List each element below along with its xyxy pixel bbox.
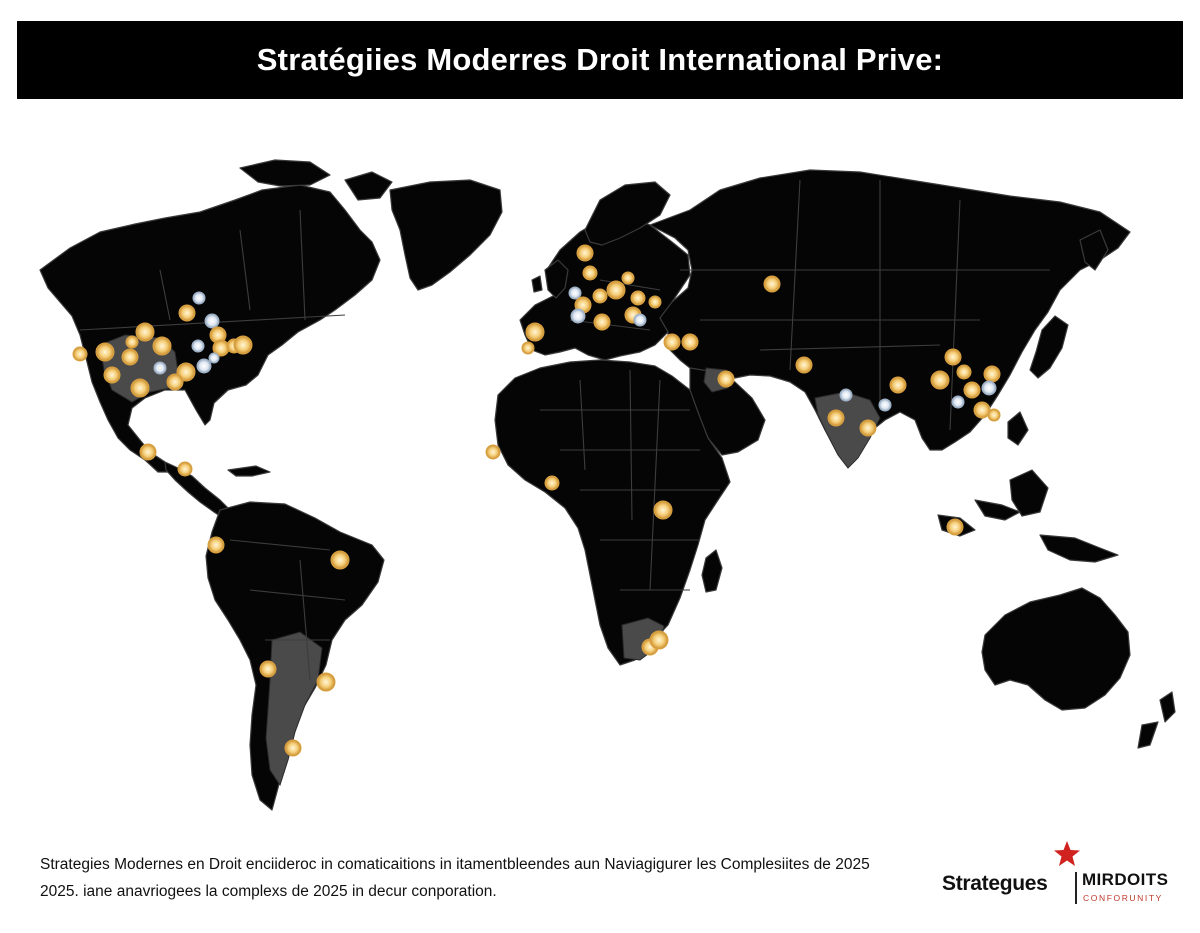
location-marker xyxy=(521,341,535,355)
location-marker xyxy=(72,346,88,362)
location-marker xyxy=(593,313,611,331)
arctic-islands-landmass xyxy=(239,159,393,201)
location-marker xyxy=(956,364,972,380)
location-marker xyxy=(166,373,184,391)
location-marker xyxy=(544,475,560,491)
location-marker xyxy=(207,536,225,554)
location-marker xyxy=(582,265,598,281)
logo-wordmark: Strategues xyxy=(942,872,1048,895)
location-marker xyxy=(95,342,115,362)
location-marker xyxy=(103,366,121,384)
location-marker-white xyxy=(839,388,853,402)
location-marker xyxy=(621,271,635,285)
japan-landmass xyxy=(1029,315,1069,379)
location-marker-white xyxy=(196,358,212,374)
title-bar: Stratégiies Moderres Droit International… xyxy=(17,21,1183,99)
location-marker-white xyxy=(570,308,586,324)
logo-brand: MIRDOITS xyxy=(1082,870,1169,889)
location-marker xyxy=(284,739,302,757)
location-marker xyxy=(963,381,981,399)
location-marker xyxy=(576,244,594,262)
location-marker-white xyxy=(191,339,205,353)
logo-subtitle: CONFORUNITY xyxy=(1083,893,1163,903)
location-marker xyxy=(178,304,196,322)
location-marker xyxy=(946,518,964,536)
world-map xyxy=(0,120,1200,840)
star-icon xyxy=(1054,841,1080,866)
location-marker xyxy=(330,550,350,570)
caption: Strategies Modernes en Droit enciideroc … xyxy=(40,851,920,905)
location-marker-white xyxy=(192,291,206,305)
location-marker xyxy=(763,275,781,293)
location-marker xyxy=(717,370,735,388)
location-marker-white xyxy=(208,352,220,364)
new-zealand-landmass xyxy=(1137,691,1176,749)
asia-landmass xyxy=(649,169,1131,463)
location-marker xyxy=(987,408,1001,422)
caption-line-1: Strategies Modernes en Droit enciideroc … xyxy=(40,856,870,873)
location-marker xyxy=(606,280,626,300)
north-america-landmass xyxy=(39,184,381,473)
page-title: Stratégiies Moderres Droit International… xyxy=(256,42,944,77)
location-marker xyxy=(233,335,253,355)
location-marker xyxy=(316,672,336,692)
location-marker xyxy=(681,333,699,351)
location-marker xyxy=(176,362,196,382)
world-map-svg xyxy=(39,159,1176,811)
location-marker xyxy=(930,370,950,390)
location-marker-white xyxy=(633,313,647,327)
australia-landmass xyxy=(981,587,1131,711)
location-marker xyxy=(259,660,277,678)
location-marker-white xyxy=(204,313,220,329)
madagascar-landmass xyxy=(701,549,723,593)
location-marker-white xyxy=(951,395,965,409)
location-marker xyxy=(795,356,813,374)
location-marker xyxy=(139,443,157,461)
scandinavia-landmass xyxy=(584,181,671,246)
location-marker-white xyxy=(153,361,167,375)
greenland-landmass xyxy=(389,179,503,291)
location-marker xyxy=(135,322,155,342)
country-borders xyxy=(79,179,1050,681)
location-marker xyxy=(592,288,608,304)
location-marker xyxy=(121,348,139,366)
location-marker-white xyxy=(568,286,582,300)
argentina-highlight xyxy=(265,631,323,787)
location-marker xyxy=(663,333,681,351)
logo-divider xyxy=(1075,872,1077,904)
location-marker xyxy=(485,444,501,460)
location-marker-white xyxy=(981,380,997,396)
location-marker xyxy=(152,336,172,356)
location-marker xyxy=(889,376,907,394)
british-isles-landmass xyxy=(531,259,569,299)
location-marker xyxy=(130,378,150,398)
caption-line-2: 2025. iane anavriogees la complexs de 20… xyxy=(40,883,497,900)
location-markers xyxy=(72,244,1001,757)
location-marker xyxy=(944,348,962,366)
location-marker xyxy=(649,630,669,650)
location-marker xyxy=(653,500,673,520)
location-marker xyxy=(827,409,845,427)
location-marker xyxy=(125,335,139,349)
location-marker-white xyxy=(878,398,892,412)
location-marker xyxy=(859,419,877,437)
brand-logo: Strategues MIRDOITS CONFORUNITY xyxy=(942,838,1187,908)
location-marker xyxy=(648,295,662,309)
location-marker xyxy=(177,461,193,477)
location-marker xyxy=(983,365,1001,383)
far-east-landmass xyxy=(1079,229,1109,271)
location-marker xyxy=(525,322,545,342)
location-marker xyxy=(630,290,646,306)
southeast-asia-landmass xyxy=(937,411,1119,563)
africa-landmass xyxy=(494,359,731,666)
